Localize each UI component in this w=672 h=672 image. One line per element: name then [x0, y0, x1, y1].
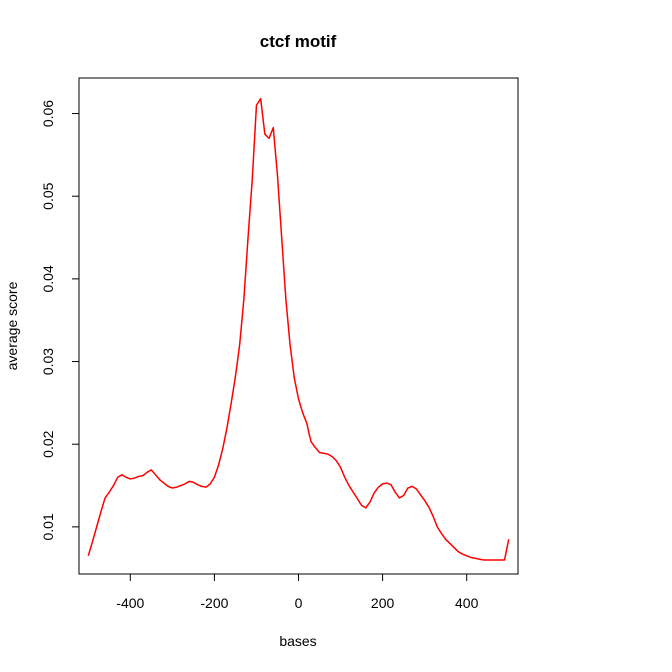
y-tick-label: 0.04 [40, 265, 56, 292]
plot-frame [78, 77, 519, 575]
x-axis-label: bases [279, 633, 316, 649]
y-tick-label: 0.01 [40, 513, 56, 540]
x-tick-label: 200 [371, 595, 395, 611]
x-tick-label: 0 [295, 595, 303, 611]
y-tick-label: 0.05 [40, 182, 56, 209]
y-tick-label: 0.02 [40, 430, 56, 457]
y-axis: 0.01 0.02 0.03 0.04 0.05 0.06 [40, 100, 80, 541]
chart-title: ctcf motif [260, 32, 337, 51]
y-axis-label: average score [4, 281, 20, 370]
x-tick-label: 400 [455, 595, 479, 611]
y-tick-label: 0.03 [40, 348, 56, 375]
series-line [87, 97, 510, 561]
x-tick-label: -400 [116, 595, 144, 611]
x-axis: -400 -200 0 200 400 [116, 573, 479, 611]
series-layer [87, 97, 510, 561]
y-tick-label: 0.06 [40, 100, 56, 127]
x-tick-label: -200 [200, 595, 228, 611]
